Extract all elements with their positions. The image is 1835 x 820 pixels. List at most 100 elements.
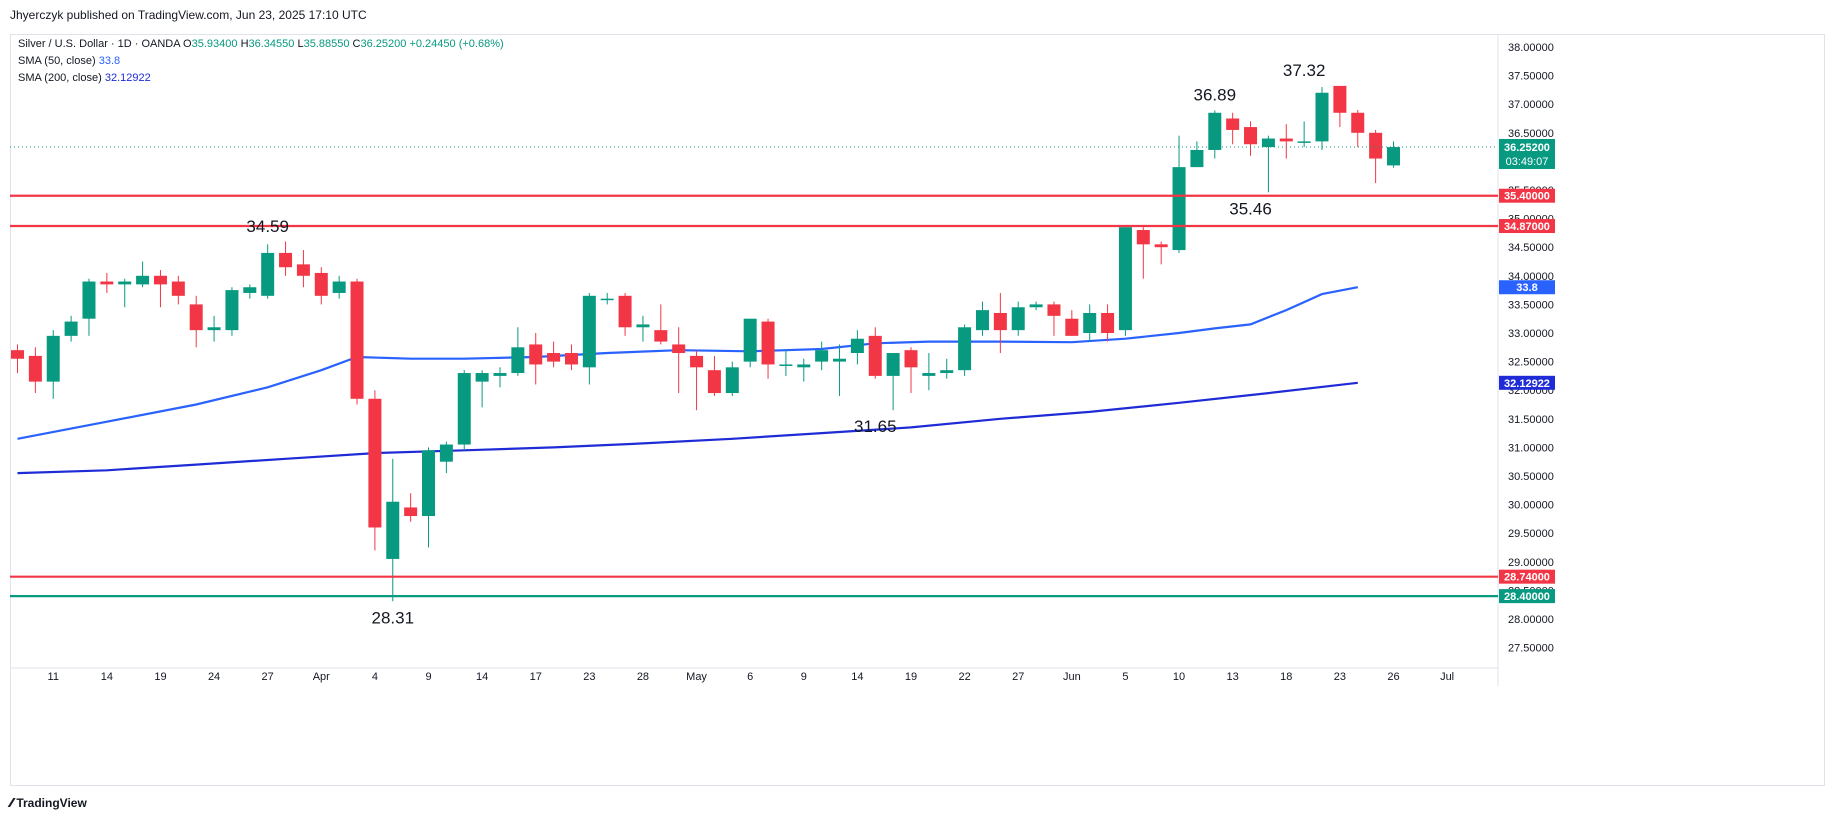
candle-body [225,290,239,331]
candle-body [850,338,864,354]
annotations-layer: 34.59 36.89 37.32 35.46 31.65 28.31 [246,61,1325,627]
candle-body [672,344,686,354]
candle-body [1029,304,1043,308]
candle-body [457,373,471,445]
sma-badge: 33.8 [1516,282,1537,294]
candles-layer [11,85,1400,602]
candle-body [922,373,936,376]
candle-body [1118,227,1132,331]
legend-symbol-row: Silver / U.S. Dollar · 1D · OANDA O35.93… [18,36,504,53]
legend-sma50-row[interactable]: SMA (50, close) 33.8 [18,53,504,70]
candle-body [618,295,632,328]
candle-body [690,355,704,368]
sma200-label: SMA (200, close) [18,72,102,84]
candle-body [904,350,918,368]
x-tick-label: Jun [1063,671,1081,683]
x-tick-label: 24 [208,671,220,683]
candle-body [279,252,293,268]
horizontal-lines-layer [10,146,1498,598]
candle-body [28,355,42,382]
candle-body [332,281,346,293]
candle-body [940,370,954,374]
x-tick-label: 19 [154,671,166,683]
close-label: C [352,38,361,50]
candle-body [779,364,793,366]
candle-body [582,295,596,368]
y-tick-label: 29.00000 [1508,557,1554,569]
x-tick-label: Apr [313,671,330,683]
candle-body [296,264,310,276]
y-tick-label: 27.50000 [1508,643,1554,655]
candle-body [1351,112,1365,133]
x-tick-label: 9 [801,671,807,683]
x-tick-label: 10 [1173,671,1185,683]
symbol-title: Silver / U.S. Dollar · 1D · OANDA [18,38,180,50]
x-tick-label: 18 [1280,671,1292,683]
y-tick-label: 29.50000 [1508,528,1554,540]
candle-body [368,398,382,528]
candle-body [1244,127,1258,145]
x-tick-label: 19 [905,671,917,683]
level-badge-bg [1499,589,1555,604]
candle-body [314,272,328,296]
legend-sma200-row[interactable]: SMA (200, close) 32.12922 [18,70,504,87]
tradingview-logo-icon: ⁄⁄ [10,795,14,810]
footer-brand[interactable]: ⁄⁄ TradingView [10,795,87,810]
candle-body [1369,132,1383,159]
high-label: H [240,38,249,50]
candle-body [422,450,436,517]
x-tick-label: 23 [1334,671,1346,683]
x-tick-label: 27 [1012,671,1024,683]
y-tick-label: 30.00000 [1508,500,1554,512]
close-value: 36.25200 [360,38,407,50]
candle-body [153,275,167,285]
level-badge-bg [1499,569,1555,584]
sma50-value: 33.8 [98,55,121,67]
y-tick-label: 34.00000 [1508,271,1554,283]
brand-name: TradingView [16,795,87,810]
price-annotation: 28.31 [371,608,414,627]
bar-countdown: 03:49:07 [1506,156,1549,168]
y-tick-label: 38.00000 [1508,42,1554,54]
candle-body [439,444,453,462]
candle-body [975,310,989,331]
sma50-label: SMA (50, close) [18,55,96,67]
sma-badge-bg [1499,375,1555,390]
x-tick-label: 17 [530,671,542,683]
candle-body [815,350,829,362]
candle-body [1011,307,1025,331]
candle-body [511,347,525,374]
candle-body [243,287,257,293]
change-value: +0.24450 (+0.68%) [409,38,504,50]
candle-body [654,330,668,342]
x-tick-label: 27 [262,671,274,683]
candle-body [1315,92,1329,142]
candle-body [600,298,614,301]
candle-body [404,507,418,517]
candle-body [1083,312,1097,333]
candle-body [1279,138,1293,142]
candle-body [529,344,543,365]
x-tick-label: Jul [1440,671,1454,683]
level-badge: 28.40000 [1504,591,1550,603]
candle-body [958,327,972,371]
time-axis: 11 14 19 24 27 Apr 4 9 14 17 23 28 May 6 9 14 19 22 27 Jun 5… [48,671,1455,683]
candle-body [1386,147,1400,166]
x-tick-label: 22 [958,671,970,683]
y-tick-label: 31.00000 [1508,442,1554,454]
candle-body [1065,318,1079,336]
price-annotation: 36.89 [1194,85,1237,104]
candle-body [564,353,578,365]
high-value: 36.34550 [248,38,295,50]
sma200-line [17,381,1358,475]
price-badges: 35.40000 34.87000 28.74000 28.40000 33.8 32.1… [1499,138,1555,604]
price-annotation: 37.32 [1283,61,1326,80]
candle-body [118,281,132,285]
candle-body [207,327,221,331]
candle-body [350,281,364,399]
level-badge-bg [1499,188,1555,203]
candle-body [725,367,739,394]
y-tick-label: 36.50000 [1508,128,1554,140]
price-annotation: 34.59 [246,217,289,236]
